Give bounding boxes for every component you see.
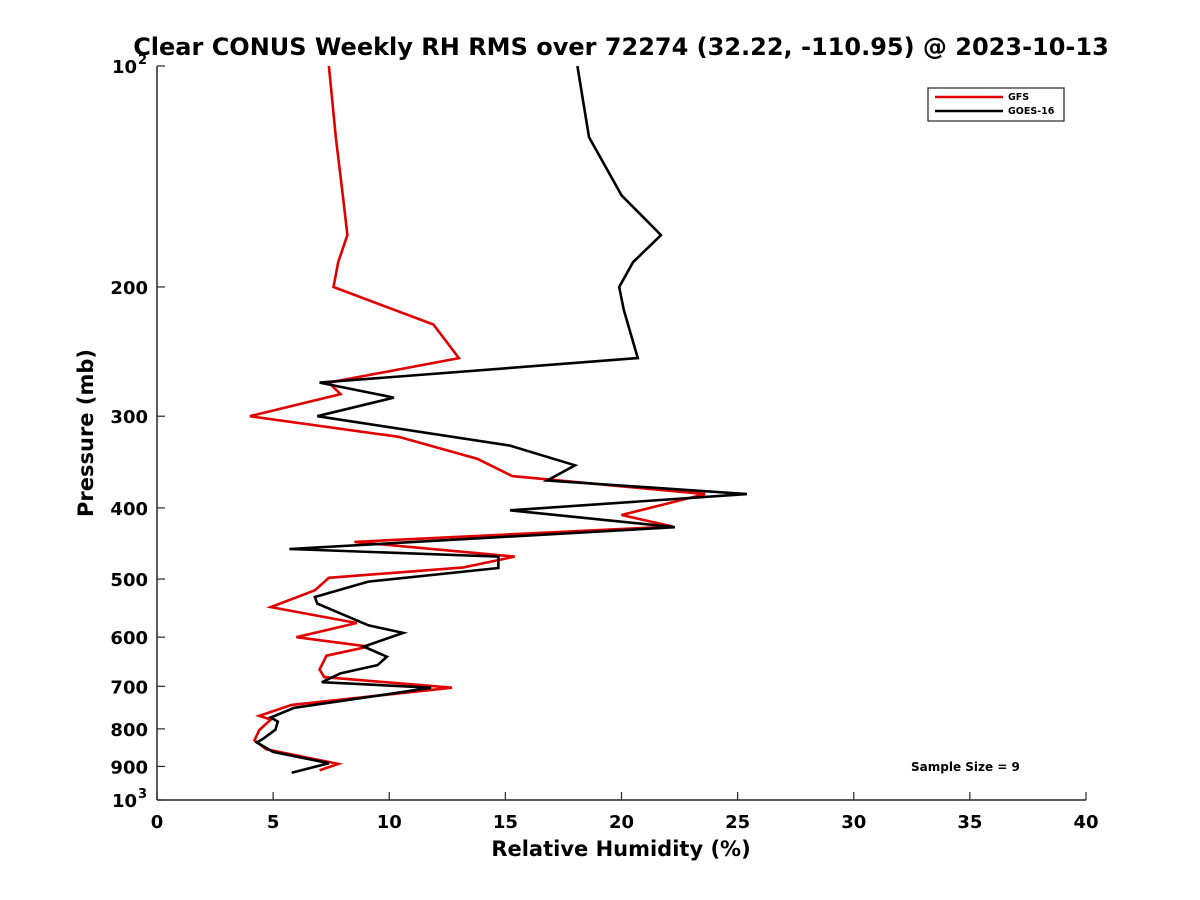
y-tick-label: 800 [110, 720, 148, 741]
chart-title: Clear CONUS Weekly RH RMS over 72274 (32… [133, 33, 1109, 61]
series-line-gfs [249, 65, 706, 772]
y-tick-label: 10 [112, 57, 137, 78]
y-axis-label: Pressure (mb) [74, 349, 98, 517]
y-tick-label: 900 [110, 757, 148, 778]
y-tick-label-exponent: 3 [138, 787, 147, 802]
legend-label-gfs: GFS [1008, 92, 1029, 103]
y-tick-label: 400 [110, 499, 148, 520]
x-tick-label: 5 [267, 812, 280, 833]
x-axis-label: Relative Humidity (%) [491, 837, 750, 861]
y-tick-label: 200 [110, 278, 148, 299]
x-tick-label: 40 [1073, 812, 1098, 833]
y-tick-label: 700 [110, 677, 148, 698]
legend-label-goes16: GOES-16 [1008, 106, 1055, 117]
y-tick-label: 500 [110, 570, 148, 591]
x-tick-label: 15 [493, 812, 518, 833]
x-tick-label: 20 [609, 812, 634, 833]
y-tick-label: 10 [112, 791, 137, 812]
x-tick-label: 25 [725, 812, 750, 833]
x-tick-label: 10 [377, 812, 402, 833]
x-tick-label: 35 [957, 812, 982, 833]
series-line-goes16 [254, 65, 747, 774]
series-layer [249, 65, 747, 774]
x-tick-label: 0 [151, 812, 164, 833]
x-ticks: 0 5 10 15 20 25 30 35 40 [151, 792, 1099, 833]
sample-size-annotation: Sample Size = 9 [911, 760, 1020, 774]
legend-box [927, 87, 1065, 122]
x-tick-label: 30 [841, 812, 866, 833]
y-tick-label-exponent: 2 [138, 53, 147, 68]
legend: GFS GOES-16 [927, 87, 1065, 122]
y-tick-label: 300 [110, 407, 148, 428]
y-tick-label: 600 [110, 628, 148, 649]
